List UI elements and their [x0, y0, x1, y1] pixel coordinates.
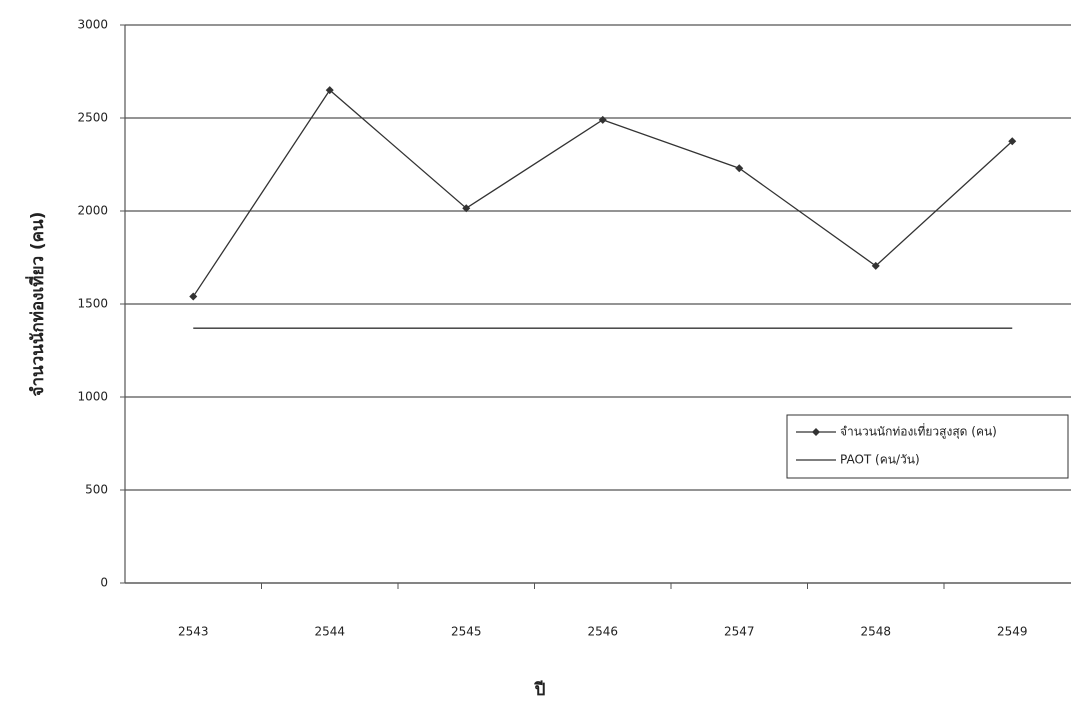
y-tick-label: 1000: [77, 390, 108, 404]
y-tick-label: 2500: [77, 111, 108, 125]
x-tick-label: 2547: [724, 625, 755, 639]
point-marker: [462, 204, 471, 213]
y-tick-label: 1500: [77, 297, 108, 311]
legend: จำนวนนักท่องเที่ยวสูงสุด (คน) PAOT (คน/วั…: [786, 414, 1069, 479]
y-tick-label: 0: [100, 576, 108, 590]
point-marker: [871, 261, 880, 270]
x-tick-label: 2545: [451, 625, 482, 639]
legend-label: จำนวนนักท่องเที่ยวสูงสุด (คน): [840, 423, 997, 440]
point-marker: [325, 86, 334, 95]
x-tick-label: 2549: [997, 625, 1028, 639]
legend-marker: [812, 428, 820, 436]
point-marker: [735, 164, 744, 173]
x-axis-title: ปี: [534, 679, 546, 700]
point-marker: [189, 292, 198, 301]
y-tick-label: 500: [85, 483, 108, 497]
legend-label: PAOT (คน/วัน): [840, 453, 920, 467]
point-marker: [598, 115, 607, 124]
legend-box: [786, 414, 1069, 479]
x-tick-label: 2548: [860, 625, 891, 639]
y-axis-title: จำนวนนักท่องเที่ยว (คน): [25, 212, 48, 397]
x-tick-label: 2544: [314, 625, 345, 639]
x-tick-label: 2543: [178, 625, 209, 639]
y-tick-label: 2000: [77, 204, 108, 218]
y-tick-label: 3000: [77, 18, 108, 32]
point-marker: [1008, 137, 1017, 146]
x-tick-label: 2546: [587, 625, 618, 639]
